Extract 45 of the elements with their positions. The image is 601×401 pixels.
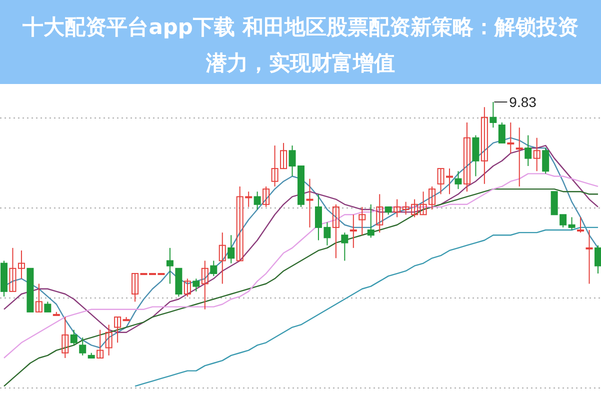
candlestick (228, 234, 235, 264)
candlestick (35, 283, 42, 312)
candlestick (18, 250, 25, 280)
candlestick (350, 214, 357, 248)
candlestick (367, 204, 374, 238)
candlestick (472, 134, 480, 177)
candlestick (568, 216, 576, 230)
candlestick (96, 329, 104, 358)
candlestick (105, 324, 112, 356)
candlestick (254, 191, 261, 210)
candlestick (480, 106, 488, 184)
candlestick (358, 206, 366, 236)
candlestick (114, 316, 122, 344)
candlestick (376, 194, 384, 234)
candlestick (341, 232, 348, 262)
candlestick (62, 316, 69, 358)
candlestick (262, 186, 270, 208)
candlestick (490, 102, 497, 128)
candlestick (394, 198, 401, 218)
candlestick (507, 122, 514, 154)
candlestick (463, 122, 470, 192)
candlestick (218, 232, 226, 284)
chart-title: 十大配资平台app下载 和田地区股票配资新策略：解锁投资潜力，实现财富增值 (22, 15, 578, 75)
candlestick (9, 247, 16, 292)
candlestick (516, 127, 523, 187)
candlestick (577, 216, 584, 234)
candlestick (44, 301, 52, 312)
candlestick (542, 148, 550, 174)
annotation: 9.83 (509, 94, 537, 110)
candlestick (498, 122, 506, 144)
candlestick (306, 178, 314, 228)
candlestick (192, 278, 200, 292)
candlestick (70, 329, 78, 346)
candlestick (132, 273, 139, 302)
candlestick (210, 260, 218, 277)
candlestick (586, 230, 593, 284)
candlestick (184, 278, 191, 298)
candlestick (594, 244, 601, 274)
candlestick (201, 260, 208, 310)
candlestick (524, 134, 532, 166)
candlestick (79, 337, 86, 356)
candlestick (332, 204, 340, 259)
candlestick (454, 170, 462, 190)
candlestick (533, 137, 540, 172)
candlestick (166, 247, 174, 284)
